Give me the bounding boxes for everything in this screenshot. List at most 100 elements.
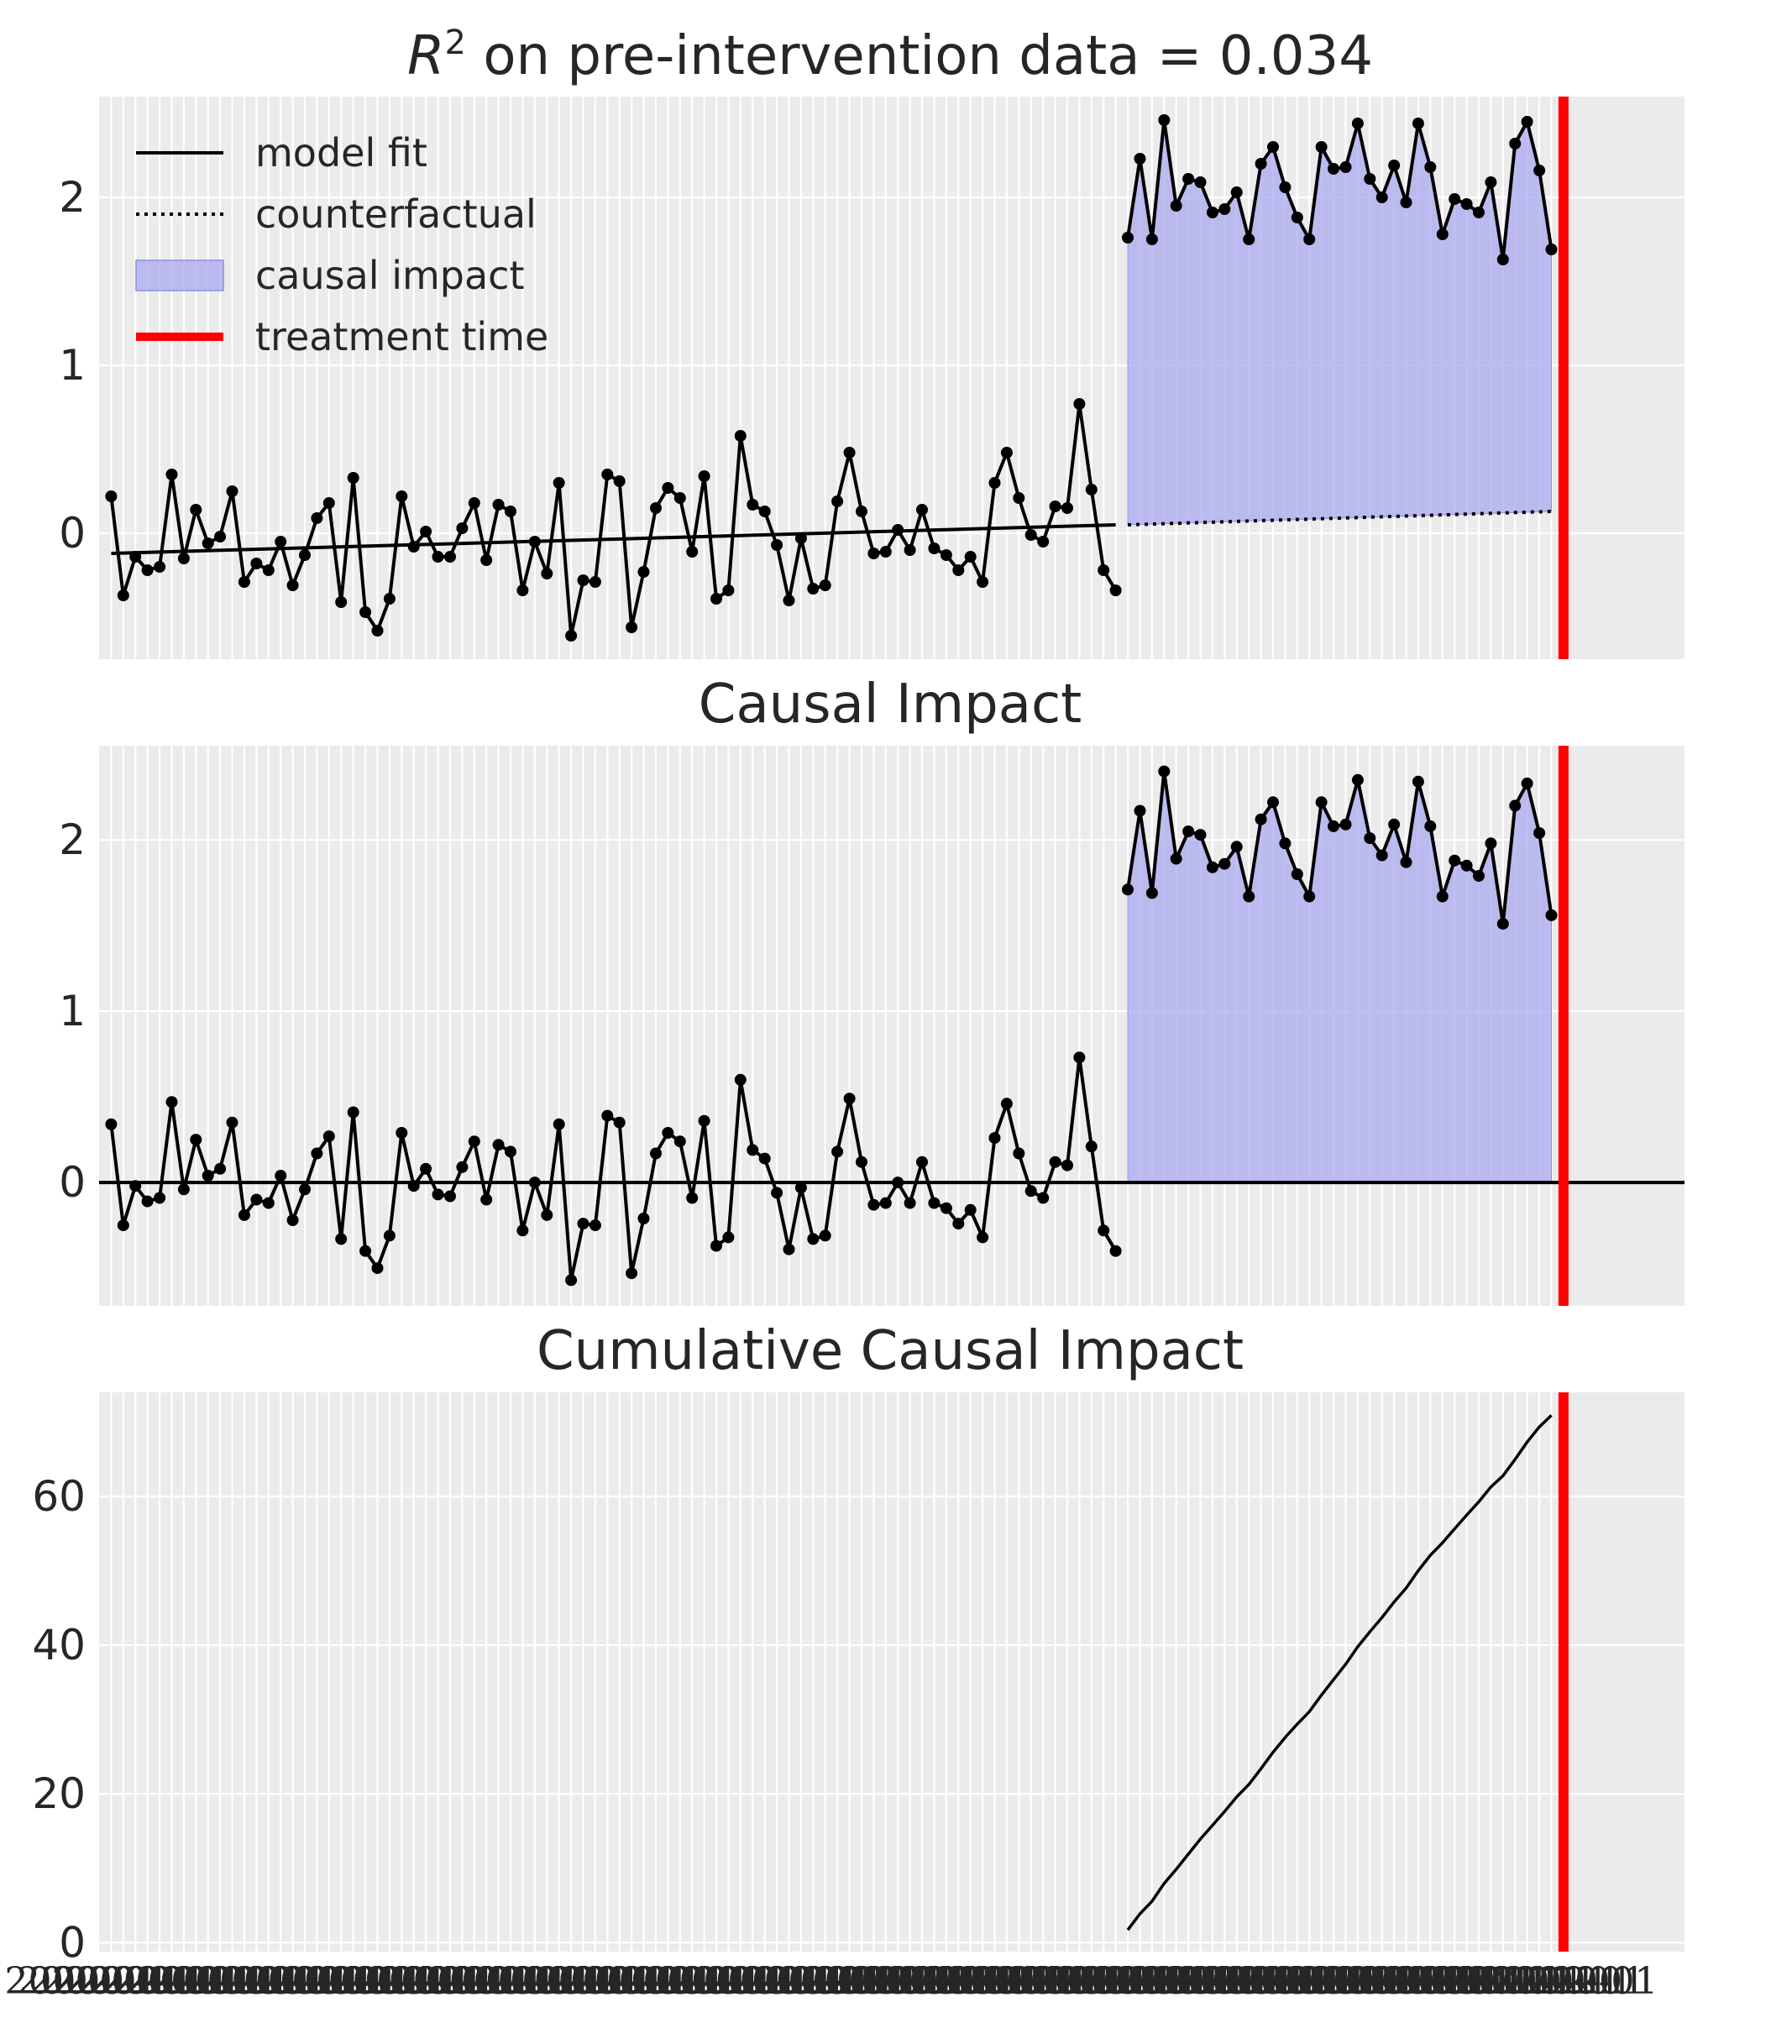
- data-point: [444, 1190, 456, 1203]
- data-point: [359, 1245, 372, 1257]
- data-point: [1449, 193, 1461, 205]
- data-point: [226, 485, 238, 497]
- data-point: [468, 1135, 480, 1148]
- x-tick-label: 2020-01-01: [162, 1960, 375, 2003]
- title-r: R: [407, 25, 444, 87]
- data-point: [335, 596, 348, 608]
- data-point: [1000, 1098, 1013, 1110]
- x-tick-label: 2022-12-01: [888, 1960, 1102, 2003]
- data-point: [347, 472, 359, 484]
- data-point: [105, 1118, 118, 1130]
- data-point: [541, 568, 553, 579]
- data-point: [1061, 1159, 1073, 1171]
- x-tick-label: 2022-12-01: [1239, 1960, 1453, 2003]
- data-point: [1073, 398, 1086, 410]
- x-tick-label: 2020-01-01: [332, 1960, 545, 2003]
- data-point: [698, 1114, 710, 1127]
- panel-1-title: R2 on pre-intervention data = 0.034: [407, 24, 1373, 87]
- data-point: [662, 482, 674, 494]
- data-point: [396, 1127, 408, 1139]
- x-tick-label: 2022-12-01: [851, 1960, 1065, 2003]
- data-point: [492, 1139, 505, 1151]
- data-point: [1158, 114, 1171, 126]
- data-point: [1303, 233, 1316, 245]
- x-tick-label: 2020-01-01: [598, 1960, 811, 2003]
- data-point: [710, 593, 722, 605]
- data-point: [420, 1162, 432, 1175]
- data-point: [771, 539, 783, 551]
- data-point: [541, 1208, 553, 1221]
- cumulative-impact-panel: Cumulative Causal Impact 0 20 40 60: [32, 1320, 1685, 1967]
- data-point: [928, 1197, 941, 1209]
- data-point: [105, 490, 118, 502]
- data-point: [1315, 796, 1328, 809]
- x-tick-label: 2022-12-01: [840, 1960, 1053, 2003]
- data-point: [879, 546, 892, 558]
- data-point: [322, 497, 335, 509]
- x-tick-label: 2020-01-01: [683, 1960, 896, 2003]
- data-point: [1388, 818, 1401, 831]
- data-point: [1460, 859, 1473, 872]
- data-point: [722, 584, 735, 596]
- data-point: [1013, 1147, 1025, 1160]
- data-point: [601, 469, 614, 480]
- x-tick-label: 2020-01-01: [271, 1960, 485, 2003]
- data-point: [650, 1147, 662, 1160]
- data-point: [1243, 890, 1255, 903]
- x-tick-label: 2022-12-01: [1323, 1960, 1537, 2003]
- data-point: [867, 548, 880, 559]
- x-tick-label: 2022-12-01: [1300, 1960, 1513, 2003]
- data-point: [432, 551, 444, 563]
- legend-label: model fit: [255, 130, 427, 176]
- data-point: [1460, 198, 1473, 210]
- x-tick-label: 2022-12-01: [973, 1960, 1187, 2003]
- data-point: [589, 576, 601, 588]
- x-tick-label: 2022-12-01: [1009, 1960, 1223, 2003]
- observed-post-points: [1122, 114, 1558, 265]
- x-tick-label: 2020-01-01: [65, 1960, 279, 2003]
- y-tick-label: 0: [59, 1158, 86, 1207]
- data-point: [407, 541, 420, 553]
- data-point: [1049, 501, 1061, 512]
- data-point: [686, 546, 699, 558]
- x-tick-label: 2020-01-01: [174, 1960, 387, 2003]
- title-superscript: 2: [445, 24, 466, 62]
- x-tick-label: 2020-01-01: [259, 1960, 472, 2003]
- data-point: [626, 621, 638, 633]
- data-point: [904, 1197, 916, 1209]
- data-point: [117, 1219, 129, 1232]
- x-tick-label: 2020-01-01: [198, 1960, 411, 2003]
- panel-3-title: Cumulative Causal Impact: [537, 1320, 1244, 1382]
- data-point: [819, 1229, 831, 1242]
- x-tick-label: 2020-01-01: [307, 1960, 521, 2003]
- x-tick-label: 2022-12-01: [1336, 1960, 1549, 2003]
- data-point: [1485, 176, 1497, 188]
- data-point: [456, 522, 469, 534]
- data-point: [783, 1243, 795, 1255]
- x-tick-label: 2020-01-01: [404, 1960, 617, 2003]
- x-tick-label: 2022-12-01: [791, 1960, 1004, 2003]
- data-point: [1364, 832, 1376, 845]
- data-point: [988, 1132, 1001, 1145]
- y-tick-label: 0: [59, 509, 86, 558]
- x-tick-label: 2020-01-01: [113, 1960, 327, 2003]
- data-point: [650, 502, 662, 514]
- legend-item: treatment time: [136, 314, 548, 359]
- x-tick-label: 2020-01-01: [610, 1960, 823, 2003]
- data-point: [129, 1180, 142, 1192]
- x-tick-label: 2022-12-01: [1408, 1960, 1622, 2003]
- data-point: [807, 1233, 820, 1245]
- x-tick-label: 2020-01-01: [694, 1960, 908, 2003]
- data-point: [1206, 861, 1218, 873]
- data-point: [1375, 191, 1388, 203]
- data-point: [1206, 207, 1218, 218]
- data-point: [299, 549, 311, 561]
- data-point: [275, 536, 287, 548]
- data-point: [1533, 165, 1546, 176]
- data-point: [505, 1145, 516, 1158]
- data-point: [964, 551, 977, 563]
- x-tick-label: 2020-01-01: [513, 1960, 726, 2003]
- data-point: [843, 1093, 856, 1105]
- data-point: [977, 1231, 989, 1244]
- data-point: [1122, 883, 1134, 896]
